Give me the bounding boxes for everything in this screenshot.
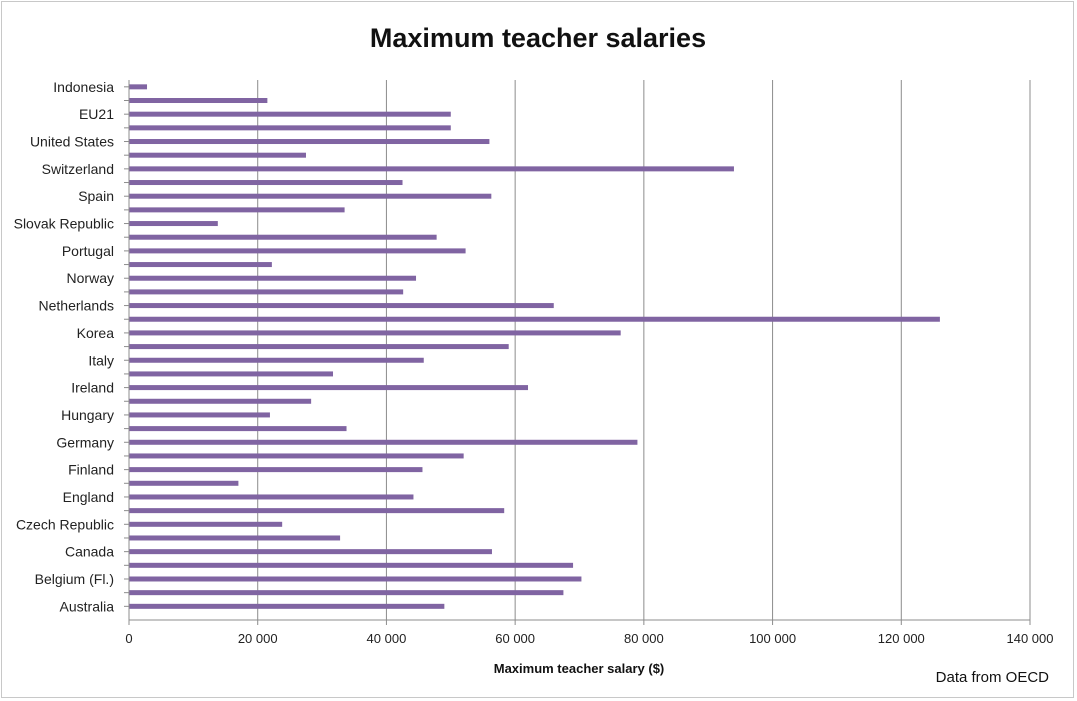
bar [129, 166, 734, 172]
bar [129, 275, 417, 281]
bar [129, 398, 312, 404]
bar [129, 562, 574, 568]
bar [129, 426, 347, 432]
category-label: EU21 [79, 106, 114, 122]
category-label: Netherlands [39, 298, 115, 314]
bar [129, 453, 464, 459]
source-note: Data from OECD [936, 669, 1050, 686]
x-tick-label: 120 000 [878, 631, 925, 646]
category-label: Korea [77, 325, 115, 341]
bar [129, 262, 272, 268]
bar [129, 152, 306, 158]
bar [129, 357, 424, 363]
bar [129, 180, 403, 186]
bars [129, 84, 940, 609]
category-label: Australia [60, 598, 115, 614]
category-label: Spain [78, 188, 114, 204]
category-label: Canada [65, 544, 114, 560]
bar [129, 480, 239, 486]
category-label: Switzerland [42, 161, 114, 177]
category-label: Italy [88, 352, 114, 368]
category-label: Finland [68, 462, 114, 478]
bar [129, 316, 940, 322]
category-labels: Indonesia EU21 United States Switzerland Spa… [14, 79, 115, 614]
bar [129, 234, 437, 240]
x-tick-labels: 0 20 000 40 000 60 000 80 000 100 000 120 000 1… [125, 631, 1053, 646]
bar [129, 98, 268, 104]
bar [129, 84, 148, 90]
bar [129, 494, 414, 500]
x-tick-label: 100 000 [749, 631, 796, 646]
category-label: Czech Republic [16, 516, 114, 532]
x-tick-label: 20 000 [238, 631, 278, 646]
bar [129, 139, 490, 145]
bar [129, 111, 451, 117]
bar [129, 248, 466, 254]
x-tick-label: 40 000 [367, 631, 407, 646]
gridlines [128, 80, 1031, 625]
bar [129, 603, 445, 609]
bar [129, 521, 283, 527]
bar [129, 508, 505, 514]
category-label: Belgium (Fl.) [35, 571, 114, 587]
bar [129, 303, 554, 309]
bar [129, 207, 345, 213]
x-axis-label: Maximum teacher salary ($) [494, 661, 665, 676]
bar [129, 549, 492, 555]
x-tick-label: 140 000 [1007, 631, 1054, 646]
category-label: Indonesia [53, 79, 114, 95]
category-label: United States [30, 134, 114, 150]
bar [129, 576, 582, 582]
category-label: Ireland [71, 380, 114, 396]
bar [129, 344, 509, 350]
x-tick-label: 80 000 [624, 631, 664, 646]
bar [129, 385, 529, 391]
category-label: Portugal [62, 243, 114, 259]
bar [129, 590, 564, 596]
category-label: Hungary [61, 407, 114, 423]
bar [129, 289, 404, 295]
bar [129, 439, 638, 445]
bar [129, 535, 341, 541]
x-tick-label: 0 [125, 631, 132, 646]
bar [129, 412, 270, 418]
category-label: Germany [56, 434, 114, 450]
bar [129, 193, 492, 199]
bar [129, 371, 334, 377]
x-tick-label: 60 000 [495, 631, 535, 646]
bar [129, 125, 451, 131]
bar [129, 467, 423, 473]
category-label: Norway [67, 270, 114, 286]
bar [129, 330, 621, 336]
axes [124, 80, 1030, 621]
category-label: Slovak Republic [14, 216, 114, 232]
category-label: England [63, 489, 114, 505]
bar [129, 221, 218, 227]
chart-title: Maximum teacher salaries [370, 23, 706, 53]
